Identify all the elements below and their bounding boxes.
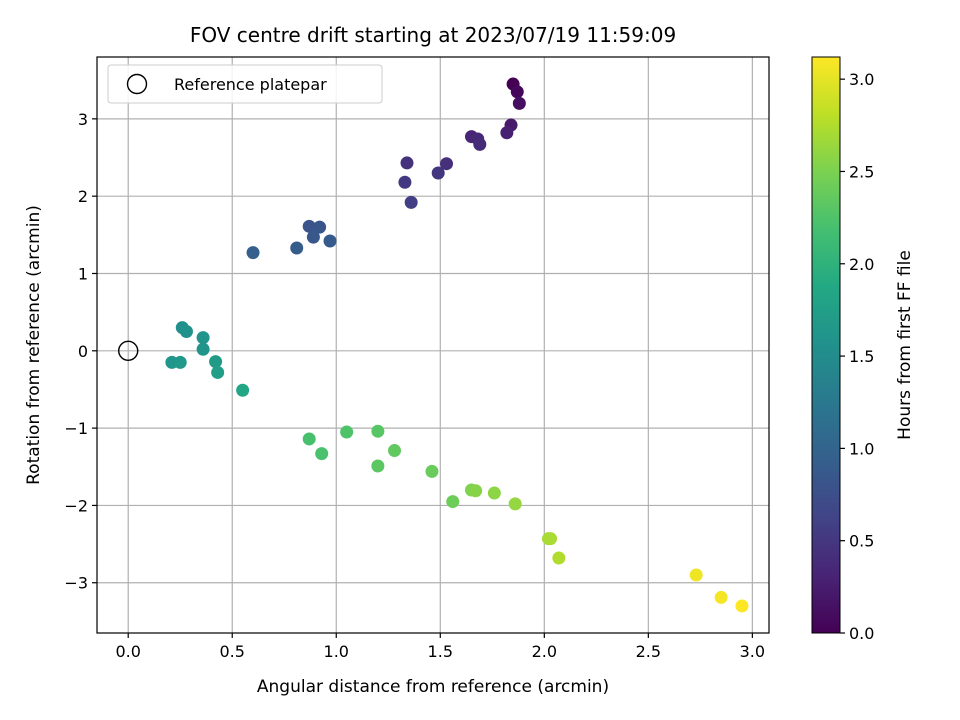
y-tick-label: −2 — [64, 496, 88, 515]
x-axis-label: Angular distance from reference (arcmin) — [257, 677, 609, 697]
data-point — [196, 342, 210, 356]
data-point — [400, 156, 414, 170]
data-point — [290, 241, 304, 255]
data-point — [440, 157, 454, 171]
data-point — [236, 383, 250, 397]
y-tick-label: −1 — [64, 419, 88, 438]
y-tick-label: 1 — [78, 264, 88, 283]
x-tick-label: 2.0 — [532, 642, 557, 661]
legend-entry-reference-platepar: Reference platepar — [174, 75, 327, 94]
colorbar-tick-label: 2.0 — [849, 255, 874, 274]
x-tick-label: 1.0 — [324, 642, 349, 661]
data-point — [425, 464, 439, 478]
data-point — [302, 432, 316, 446]
data-point — [306, 230, 320, 244]
data-point — [371, 459, 385, 473]
data-point — [313, 220, 327, 234]
x-axis-ticks: 0.0 0.5 1.0 1.5 2.0 2.5 3.0 — [115, 633, 765, 661]
y-tick-label: 0 — [78, 342, 88, 361]
data-point — [500, 126, 514, 140]
legend: Reference platepar — [107, 64, 383, 104]
data-point — [211, 365, 225, 379]
data-point — [371, 424, 385, 438]
data-point — [510, 85, 524, 99]
data-point — [246, 246, 260, 260]
y-tick-label: −3 — [64, 574, 88, 593]
data-point — [209, 355, 223, 369]
data-point — [315, 447, 329, 461]
data-point — [431, 166, 445, 180]
data-point — [473, 137, 487, 151]
y-axis-ticks: −3 −2 −1 0 1 2 3 — [64, 110, 97, 593]
y-axis-label: Rotation from reference (arcmin) — [24, 205, 44, 485]
colorbar-label: Hours from first FF file — [895, 250, 915, 440]
x-tick-label: 0.5 — [220, 642, 245, 661]
colorbar-tick-label: 2.5 — [849, 162, 874, 181]
x-tick-label: 1.5 — [428, 642, 453, 661]
y-tick-label: 2 — [78, 187, 88, 206]
data-point — [323, 234, 337, 248]
grid-layer — [97, 57, 769, 633]
x-tick-label: 2.5 — [636, 642, 661, 661]
data-point — [398, 175, 412, 189]
reference-layer — [118, 340, 139, 361]
colorbar-tick-label: 3.0 — [849, 70, 874, 89]
points-layer — [165, 77, 749, 613]
colorbar-ticks: 0.0 0.5 1.0 1.5 2.0 2.5 3.0 — [840, 70, 874, 643]
data-point — [388, 444, 402, 458]
data-point — [552, 551, 566, 565]
data-point — [340, 425, 354, 439]
data-point — [689, 568, 703, 582]
data-point — [446, 495, 460, 509]
data-point — [302, 219, 316, 233]
colorbar: 0.0 0.5 1.0 1.5 2.0 2.5 3.0 Hours from first F… — [811, 56, 915, 643]
reference-platepar-marker — [118, 340, 139, 361]
colorbar-tick-label: 0.5 — [849, 532, 874, 551]
colorbar-tick-label: 1.5 — [849, 347, 874, 366]
colorbar-tick-label: 1.0 — [849, 439, 874, 458]
data-point — [544, 532, 558, 546]
data-point — [487, 486, 501, 500]
data-point — [173, 355, 187, 369]
data-point — [735, 599, 749, 613]
data-point — [714, 590, 728, 604]
data-point — [512, 96, 526, 110]
data-point — [469, 484, 483, 498]
data-point — [404, 195, 418, 209]
plot-frame — [96, 56, 770, 634]
data-point — [508, 497, 522, 511]
y-tick-label: 3 — [78, 110, 88, 129]
x-tick-label: 3.0 — [740, 642, 765, 661]
data-point — [179, 324, 193, 338]
colorbar-gradient — [811, 56, 841, 634]
x-tick-label: 0.0 — [115, 642, 140, 661]
legend-reference-marker — [126, 73, 148, 95]
legend-box — [107, 64, 383, 104]
colorbar-tick-label: 0.0 — [849, 624, 874, 643]
data-point — [196, 331, 210, 345]
chart-title: FOV centre drift starting at 2023/07/19 … — [190, 23, 676, 47]
